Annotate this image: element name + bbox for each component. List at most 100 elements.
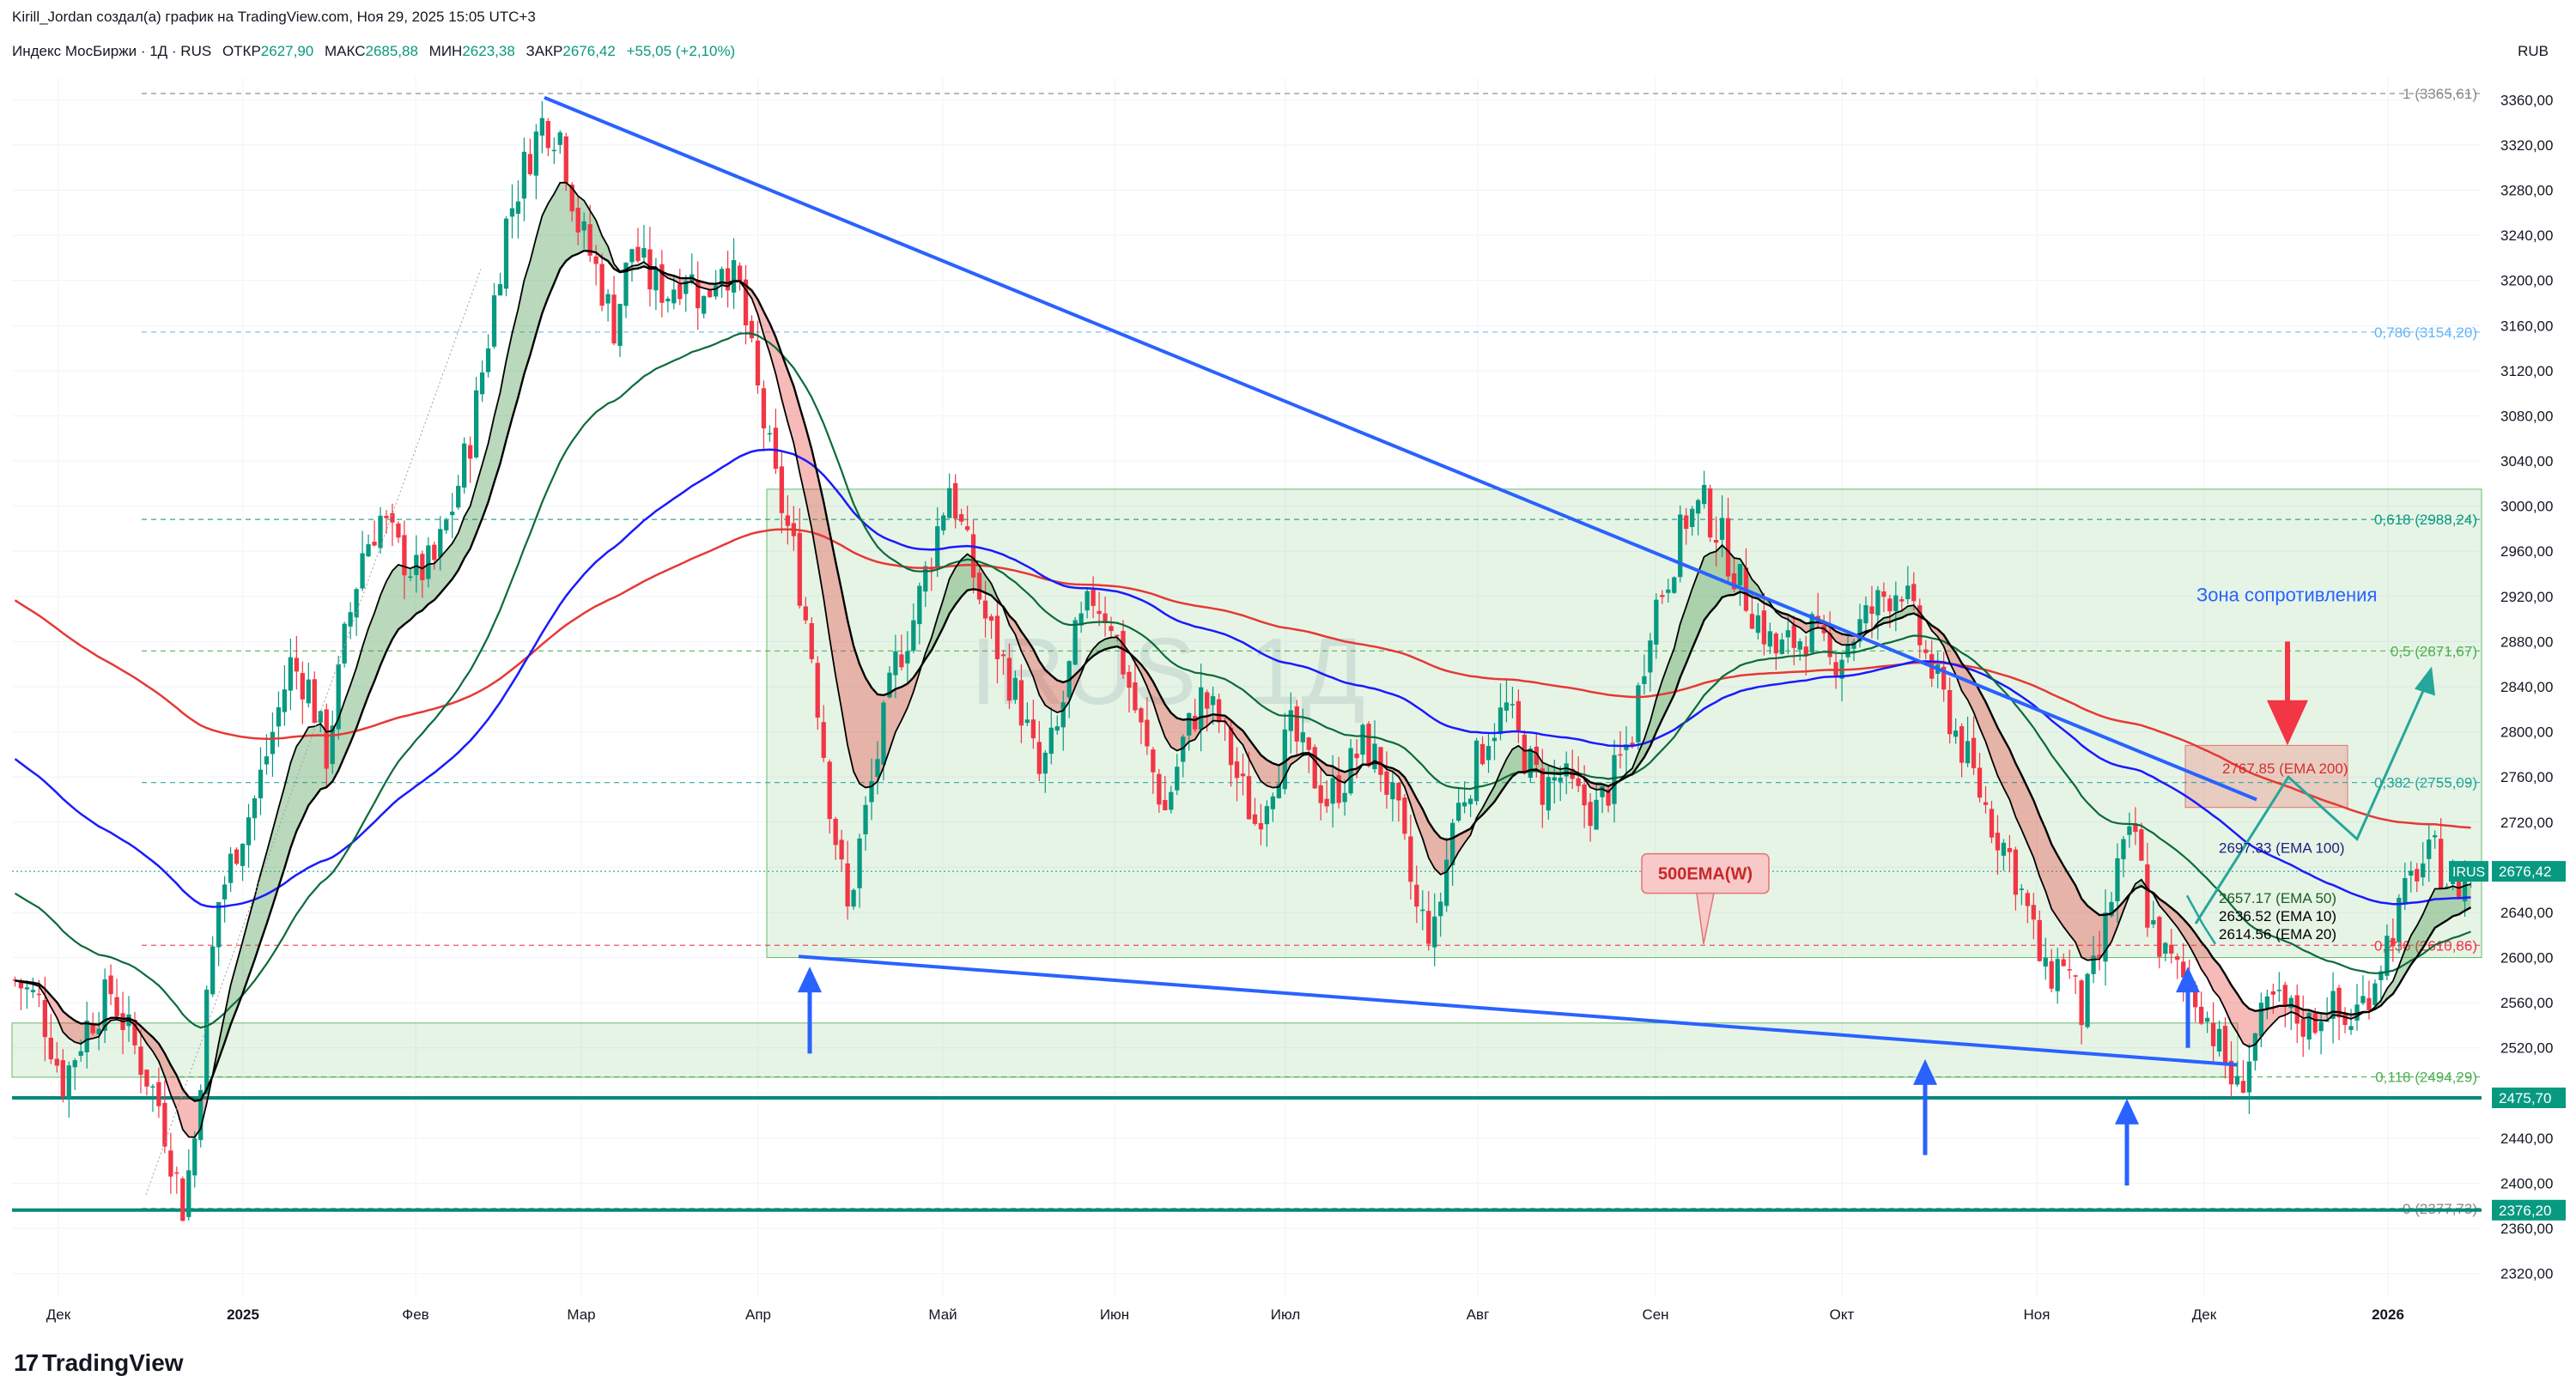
candle-body — [1444, 859, 1449, 906]
candle-body — [2181, 961, 2186, 978]
candle-body — [1845, 645, 1850, 658]
candle-body — [1360, 724, 1365, 755]
candle-body — [2366, 997, 2372, 1010]
up-arrow-head — [1913, 1058, 1937, 1085]
y-tick-label: 2320,00 — [2500, 1266, 2553, 1282]
ema-label: 2636.52 (EMA 10) — [2219, 908, 2336, 924]
ema-cloud-segment — [2446, 886, 2453, 921]
author-line: Kirill_Jordan создал(а) график на Tradin… — [12, 9, 536, 25]
candle-body — [749, 320, 755, 339]
candle-body — [1540, 768, 1545, 805]
y-tick-label: 2760,00 — [2500, 769, 2553, 785]
high-value: 2685,88 — [365, 43, 418, 59]
candle-body — [1402, 797, 1407, 834]
ema-cloud-segment — [2045, 828, 2052, 909]
candle-body — [2348, 1026, 2354, 1030]
ema-cloud-segment — [829, 531, 836, 676]
candle-body — [731, 260, 737, 293]
candle-body — [2001, 842, 2007, 856]
candle-body — [1642, 676, 1647, 684]
ema-cloud-segment — [2033, 800, 2040, 877]
ema-cloud-segment — [2093, 910, 2100, 960]
candle-body — [515, 201, 521, 215]
candle-body — [2193, 985, 2198, 1008]
candle-body — [198, 1089, 204, 1141]
candle-body — [2246, 1061, 2252, 1093]
candle-body — [1725, 518, 1731, 577]
candle-body — [899, 654, 904, 668]
candle-body — [1887, 598, 1893, 612]
support-trendline — [798, 955, 2238, 1067]
candle-body — [114, 997, 119, 1016]
candle-body — [1420, 909, 1425, 912]
candle-body — [1252, 814, 1258, 824]
candle-body — [629, 249, 635, 263]
candle-body — [2228, 1060, 2234, 1085]
candle-body — [102, 979, 107, 1031]
ema-cloud-segment — [1404, 777, 1411, 805]
currency-label[interactable]: RUB — [2518, 43, 2549, 59]
candle-body — [479, 372, 485, 395]
candle-body — [1851, 641, 1856, 649]
ema-cloud-segment — [464, 506, 471, 559]
ema-cloud-segment — [530, 237, 537, 355]
ema-cloud-segment — [1170, 712, 1177, 751]
candle-body — [1905, 585, 1911, 599]
y-tick-label: 3080,00 — [2500, 408, 2553, 424]
ema-cloud-segment — [2404, 935, 2411, 975]
ema-cloud-segment — [955, 559, 962, 605]
candle-body — [2391, 937, 2396, 947]
candle-body — [1060, 702, 1066, 728]
symbol-badge-text: IRUS — [2452, 865, 2485, 880]
candle-body — [1187, 712, 1192, 736]
candle-body — [2067, 969, 2072, 971]
candle-body — [414, 555, 419, 575]
ema-cloud-segment — [1842, 633, 1849, 645]
candle-body — [2007, 847, 2013, 852]
candle-body — [192, 1138, 197, 1176]
candle-body — [1618, 754, 1623, 756]
candle-body — [1719, 518, 1725, 540]
candle-body — [1461, 802, 1467, 807]
ema-label: 2614.56 (EMA 20) — [2219, 926, 2336, 942]
up-arrow-head — [2115, 1098, 2139, 1124]
tradingview-logo[interactable]: 17 TradingView — [14, 1349, 184, 1377]
candle-body — [1809, 614, 1814, 653]
candle-body — [2025, 893, 2030, 906]
y-tick-label: 2800,00 — [2500, 724, 2553, 741]
candle-body — [1169, 791, 1174, 810]
candle-body — [228, 853, 234, 883]
x-tick-label: 2025 — [227, 1306, 259, 1323]
ema-cloud-segment — [1140, 664, 1147, 688]
ema-cloud-segment — [2051, 844, 2058, 918]
candle-body — [659, 264, 665, 303]
candle-body — [402, 535, 407, 576]
candle-body — [1648, 640, 1653, 673]
candle-body — [378, 515, 383, 549]
candle-body — [144, 1070, 149, 1087]
ema-cloud-segment — [1512, 745, 1519, 777]
candle-body — [2222, 1026, 2228, 1064]
candle-body — [252, 798, 258, 819]
ema-cloud-segment — [560, 182, 567, 270]
ema-cloud-segment — [1164, 704, 1171, 748]
candle-body — [1923, 649, 1929, 653]
candle-body — [2163, 942, 2168, 955]
candle-body — [563, 136, 568, 183]
candle-body — [1701, 484, 1707, 505]
candle-body — [827, 761, 832, 820]
ema-cloud-segment — [2231, 985, 2238, 1033]
candle-body — [1246, 776, 1252, 820]
candle-body — [599, 264, 605, 306]
candle-body — [809, 623, 814, 659]
resistance-trendline — [544, 95, 2257, 802]
candle-body — [1384, 771, 1389, 795]
candle-body — [1863, 605, 1868, 624]
candle-body — [2216, 1028, 2222, 1052]
ema-label: 2767.85 (EMA 200) — [2222, 761, 2348, 777]
candle-body — [1210, 696, 1216, 706]
candle-body — [761, 388, 767, 429]
candle-body — [1959, 726, 1965, 763]
ema-cloud-segment — [854, 645, 860, 784]
